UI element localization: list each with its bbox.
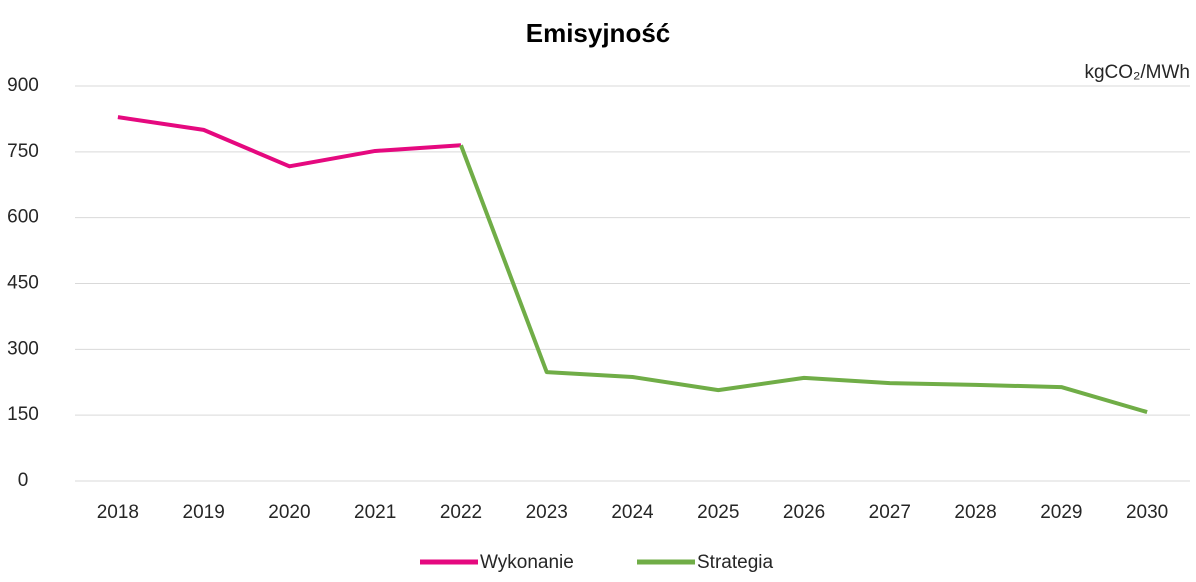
x-tick-label: 2027 [869,502,911,523]
y-tick-label: 0 [18,470,29,491]
x-tick-label: 2020 [268,502,310,523]
y-tick-label: 750 [7,141,39,162]
y-axis-unit: kgCO₂/MWh [1084,62,1190,83]
y-tick-label: 450 [7,273,39,294]
y-tick-label: 150 [7,404,39,425]
x-tick-label: 2028 [954,502,996,523]
y-tick-label: 900 [7,75,39,96]
x-tick-label: 2024 [611,502,654,523]
x-tick-label: 2025 [697,502,739,523]
y-tick-label: 600 [7,207,39,228]
x-tick-label: 2018 [97,502,139,523]
chart-title: Emisyjność [526,18,671,48]
x-tick-label: 2023 [526,502,568,523]
y-tick-label: 300 [7,338,39,359]
x-tick-label: 2022 [440,502,482,523]
x-tick-label: 2029 [1040,502,1082,523]
legend-label: Strategia [697,552,773,573]
x-tick-label: 2030 [1126,502,1168,523]
x-tick-label: 2019 [183,502,225,523]
x-tick-label: 2021 [354,502,396,523]
legend-label: Wykonanie [480,552,574,573]
x-tick-label: 2026 [783,502,825,523]
series-line [459,144,1148,415]
series-line [117,115,462,169]
